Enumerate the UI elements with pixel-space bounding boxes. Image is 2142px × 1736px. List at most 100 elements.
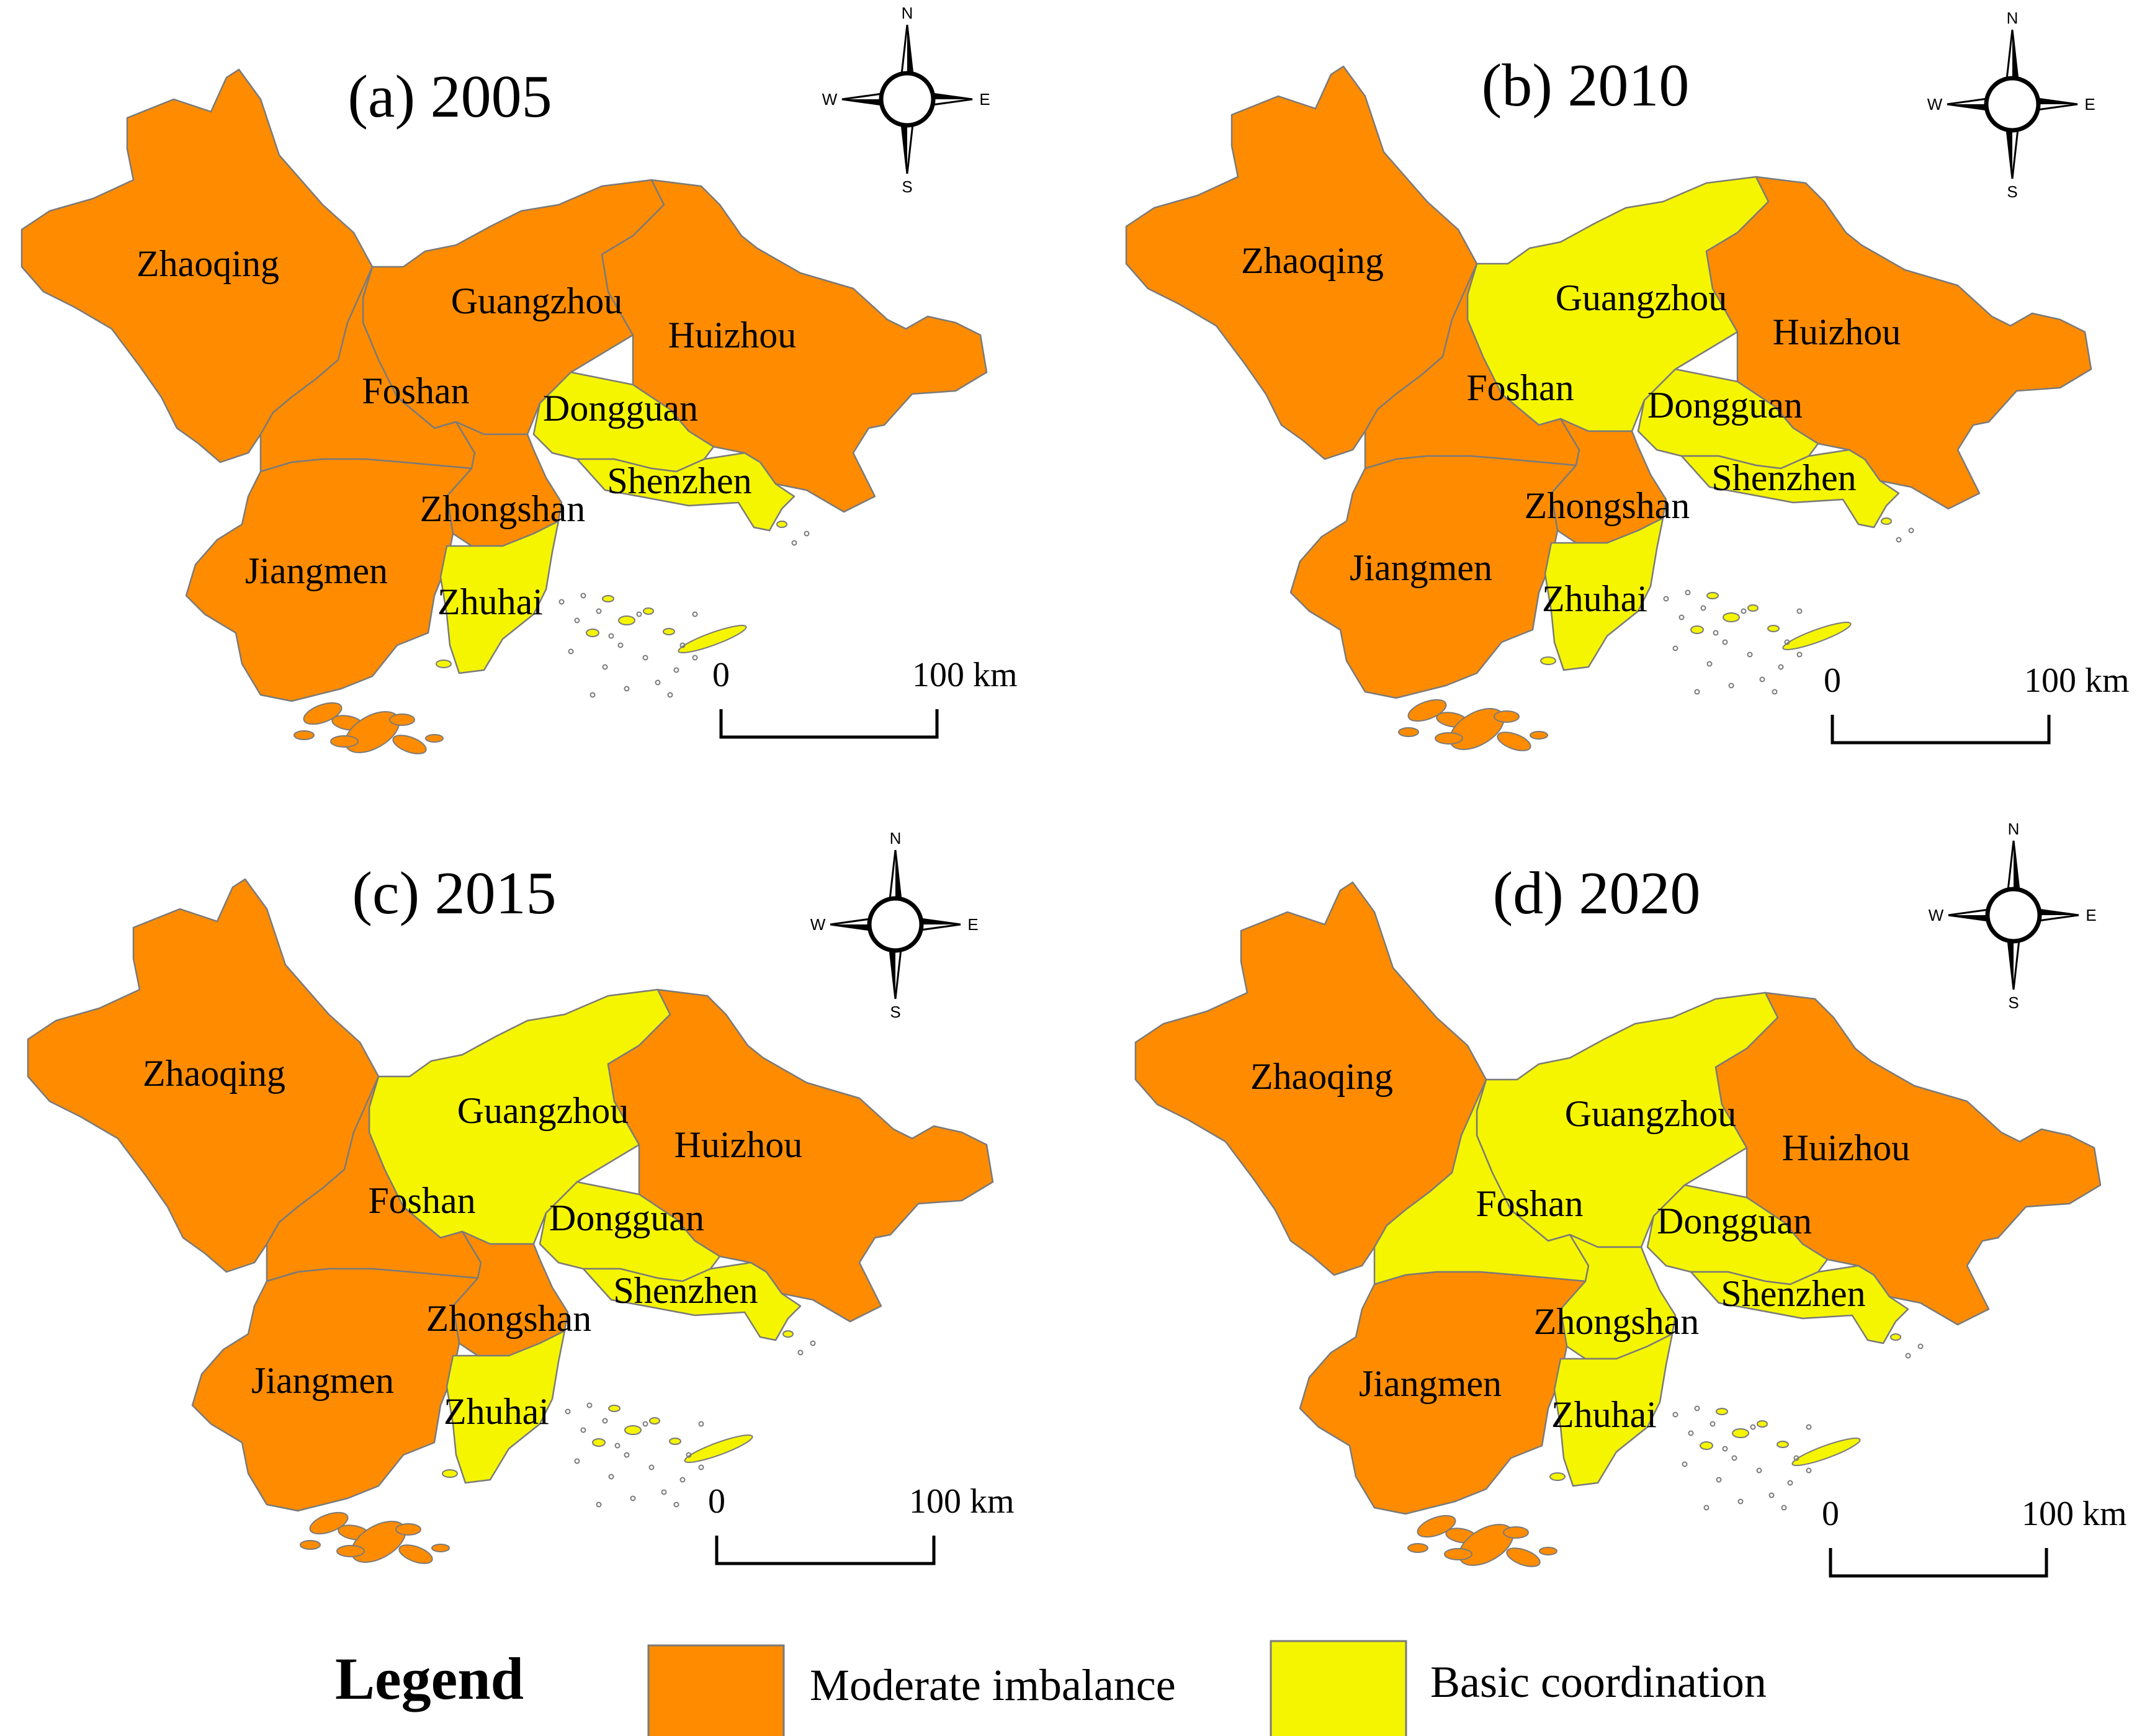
north-arrow-icon: N S E W	[1927, 9, 2095, 201]
islet	[580, 1427, 586, 1433]
island-jiangmen	[1494, 710, 1520, 723]
city-label-jiangmen: Jiangmen	[245, 550, 388, 591]
islet	[1905, 1353, 1911, 1359]
region-zhuhai	[1544, 517, 1664, 671]
island-zhuhai	[1782, 622, 1852, 650]
island-jiangmen	[1444, 1548, 1472, 1560]
island-zhuhai	[1767, 625, 1780, 632]
islet	[1716, 1477, 1722, 1483]
islet	[608, 633, 614, 639]
islet	[804, 530, 810, 537]
city-label-huizhou: Huizhou	[674, 1124, 803, 1165]
islet	[1756, 1467, 1762, 1474]
city-label-shenzhen: Shenzhen	[607, 460, 751, 501]
island-zhuhai	[1549, 1472, 1566, 1481]
map-panel-4: (d) 2020 Zhaoqing Guangzhou Huizhou Foshan Do…	[1134, 820, 2127, 1578]
city-label-guangzhou: Guangzhou	[1565, 1093, 1737, 1134]
islet	[1688, 1430, 1694, 1436]
island-zhuhai	[678, 625, 747, 653]
scale-start-label: 0	[1824, 661, 1841, 700]
island-zhuhai	[1881, 517, 1892, 525]
island-zhuhai	[1700, 1441, 1713, 1450]
panel-title: (b) 2010	[1482, 52, 1690, 119]
islet	[586, 1402, 593, 1408]
island-zhuhai	[669, 1438, 681, 1445]
islet	[568, 648, 574, 655]
islet	[614, 1443, 621, 1449]
region-jiangmen	[1299, 1271, 1587, 1515]
island-jiangmen	[389, 714, 415, 726]
map-panels: (a) 2005 Zhaoqing Guangzhou Huizhou Foshan Do…	[20, 4, 2130, 1578]
compass-e: E	[979, 90, 990, 109]
map-panel-1: (a) 2005 Zhaoqing Guangzhou Huizhou Foshan Do…	[20, 4, 1018, 754]
islet	[692, 611, 698, 617]
compass-s: S	[2008, 993, 2019, 1012]
island-jiangmen	[309, 1511, 349, 1535]
islet	[1896, 537, 1902, 543]
north-arrow-icon: N S E W	[1929, 820, 2097, 1012]
city-label-zhuhai: Zhuhai	[437, 581, 543, 622]
islet	[1784, 639, 1790, 645]
islet	[624, 1452, 630, 1458]
compass-s: S	[890, 1003, 900, 1021]
compass-e: E	[2086, 906, 2096, 924]
islet	[1759, 676, 1765, 682]
scale-bar: 0 100 km	[712, 656, 1018, 739]
islet	[1700, 605, 1706, 611]
island-zhuhai	[592, 1438, 606, 1447]
panel-title: (d) 2020	[1493, 860, 1701, 927]
city-label-dongguan: Dongguan	[1647, 385, 1803, 426]
city-label-shenzhen: Shenzhen	[1721, 1273, 1865, 1314]
city-label-guangzhou: Guangzhou	[457, 1090, 629, 1131]
island-jiangmen	[303, 702, 343, 725]
city-label-huizhou: Huizhou	[668, 315, 797, 356]
island-jiangmen	[344, 711, 400, 753]
islet	[679, 1477, 686, 1483]
islet	[1796, 651, 1803, 658]
islet	[1781, 1505, 1787, 1511]
islet	[1694, 689, 1700, 695]
region-jiangmen	[1289, 455, 1577, 699]
city-label-guangzhou: Guangzhou	[1556, 277, 1727, 318]
island-zhuhai	[1723, 612, 1740, 622]
map-body: Zhaoqing Guangzhou Huizhou Foshan Dongguan Sh…	[27, 878, 994, 1564]
island-zhuhai	[436, 660, 452, 668]
islet	[1722, 1446, 1728, 1452]
islet	[1710, 1421, 1716, 1427]
islet	[686, 1452, 692, 1458]
city-label-foshan: Foshan	[1466, 367, 1574, 408]
island-jiangmen	[294, 730, 315, 740]
islet	[602, 664, 608, 670]
islet	[642, 1421, 648, 1427]
islet	[602, 1418, 608, 1424]
islet	[1772, 689, 1778, 695]
city-label-shenzhen: Shenzhen	[1711, 457, 1856, 498]
islet	[1796, 608, 1803, 614]
region-jiangmen	[191, 1268, 479, 1512]
islet	[574, 1458, 580, 1464]
island-zhuhai	[1890, 1333, 1901, 1341]
region-shenzhen	[1680, 449, 1900, 529]
map-body: Zhaoqing Guangzhou Huizhou Foshan Dongguan Sh…	[1125, 65, 2092, 751]
city-label-dongguan: Dongguan	[549, 1197, 704, 1238]
islet	[797, 1349, 804, 1356]
islet	[1672, 645, 1678, 651]
scale-bar: 0 100 km	[1824, 661, 2130, 745]
island-jiangmen	[392, 735, 427, 754]
island-zhuhai	[1732, 1428, 1749, 1438]
scale-bar: 0 100 km	[708, 1482, 1015, 1565]
region-zhuhai	[1553, 1333, 1674, 1487]
island-jiangmen	[351, 1521, 406, 1563]
map-panel-3: (c) 2015 Zhaoqing Guangzhou Huizhou Foshan Do…	[27, 829, 1015, 1565]
city-label-zhongshan: Zhongshan	[426, 1298, 592, 1339]
map-panel-2: (b) 2010 Zhaoqing Guangzhou Huizhou Foshan Do…	[1125, 9, 2130, 751]
city-label-huizhou: Huizhou	[1773, 311, 1901, 352]
islet	[1737, 1498, 1744, 1505]
compass-w: W	[810, 915, 826, 934]
scale-end-label: 100 km	[2022, 1495, 2127, 1533]
island-zhuhai	[1757, 1420, 1768, 1428]
islet	[608, 1474, 614, 1480]
islet	[1806, 1424, 1812, 1430]
islet	[630, 1495, 636, 1501]
city-label-shenzhen: Shenzhen	[613, 1270, 758, 1311]
